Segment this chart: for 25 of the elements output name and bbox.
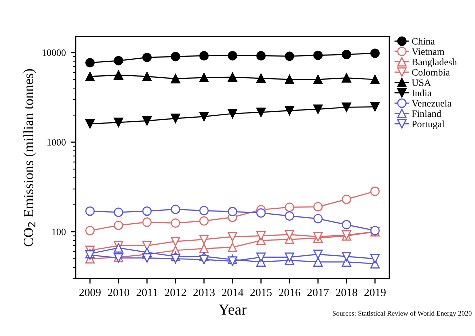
x-tick-label: 2014	[222, 288, 244, 296]
y-tick-label: 1000	[48, 139, 66, 146]
legend-label: Venezuela	[412, 100, 452, 107]
x-tick-label: 2019	[364, 288, 386, 296]
legend-label: Colombia	[412, 69, 450, 76]
legend-label: USA	[412, 80, 432, 86]
x-tick-label: 2017	[308, 288, 330, 296]
x-tick-label: 2009	[80, 288, 101, 296]
y-tick-label: 10000	[42, 50, 66, 56]
y-axis-title: CO$_{2}$ Emissions (millian tonnes)	[24, 69, 36, 247]
x-tick-label: 2010	[108, 288, 130, 296]
x-tick-label: 2015	[250, 288, 272, 296]
legend-label: Finland	[412, 110, 442, 118]
x-tick-label: 2012	[165, 288, 186, 296]
x-tick-label: 2018	[336, 288, 358, 296]
x-tick-label: 2011	[136, 288, 158, 296]
x-tick-label: 2016	[279, 288, 301, 296]
legend-label: India	[412, 90, 432, 97]
x-tick-label: 2013	[194, 288, 215, 296]
x-axis-title: Year	[218, 304, 247, 315]
legend-label: Portugal	[412, 120, 445, 130]
legend-label: Bangladesh	[412, 58, 458, 68]
legend-label: Vietnam	[412, 48, 445, 56]
legend-label: China	[412, 38, 435, 45]
y-tick-label: 100	[52, 228, 66, 236]
